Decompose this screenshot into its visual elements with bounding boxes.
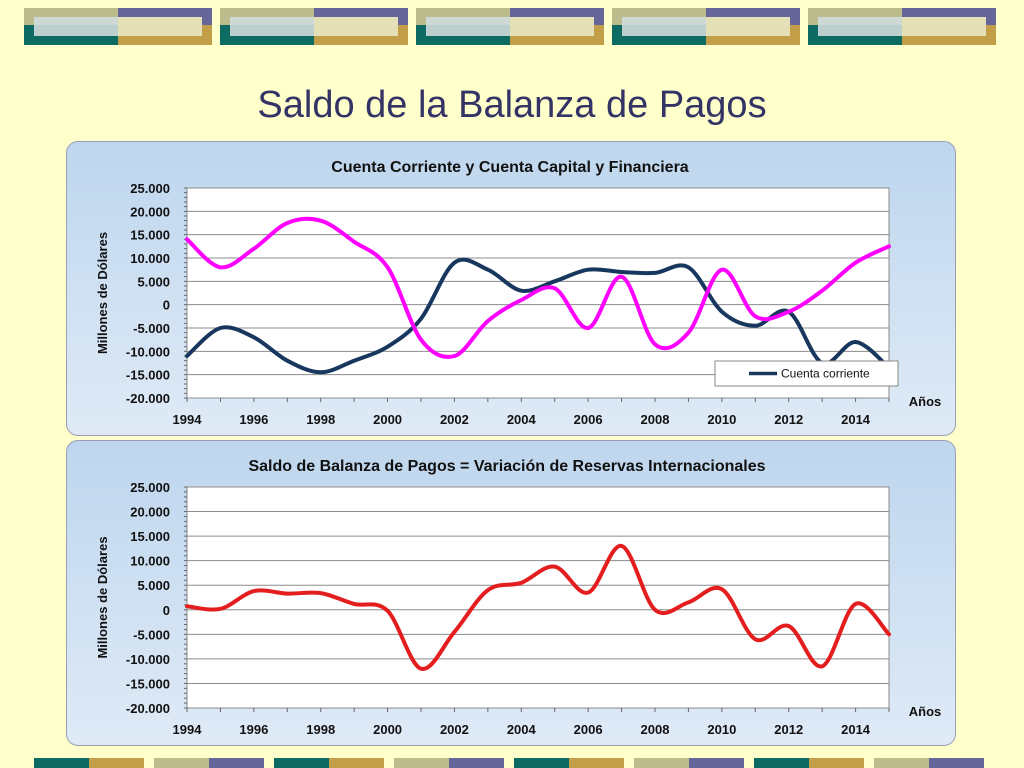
x-tick-label: 2010 [707, 722, 736, 737]
decor-block [394, 758, 504, 768]
y-tick-label: 15.000 [130, 228, 170, 243]
chart-current-account: Cuenta Corriente y Cuenta Capital y Fina… [95, 159, 942, 427]
x-tick-label: 2004 [507, 722, 537, 737]
y-tick-label: 0 [163, 603, 170, 618]
y-tick-label: -20.000 [126, 701, 170, 716]
x-tick-label: 2006 [574, 412, 603, 427]
decor-block [34, 758, 144, 768]
y-tick-label: 25.000 [130, 480, 170, 495]
x-tick-label: 2002 [440, 412, 469, 427]
chart-panel-reserves: Saldo de Balanza de Pagos = Variación de… [66, 440, 956, 746]
x-tick-label: 2002 [440, 722, 469, 737]
y-tick-label: -15.000 [126, 676, 170, 691]
y-tick-label: -5.000 [133, 321, 170, 336]
series-line-0 [185, 257, 891, 375]
top-decorative-banner [24, 8, 996, 45]
x-tick-label: 2008 [641, 412, 670, 427]
y-tick-label: -10.000 [126, 344, 170, 359]
decor-block [874, 758, 984, 768]
x-tick-label: 1998 [306, 722, 335, 737]
legend: Cuenta corriente [714, 360, 899, 387]
chart-title: Saldo de Balanza de Pagos = Variación de… [248, 458, 765, 475]
x-tick-label: 1996 [239, 412, 268, 427]
decor-block [754, 758, 864, 768]
x-tick-label: 2012 [774, 722, 803, 737]
x-tick-label: 2012 [774, 412, 803, 427]
x-tick-label: 1994 [173, 722, 203, 737]
x-tick-label: 1994 [173, 412, 203, 427]
chart-title: Cuenta Corriente y Cuenta Capital y Fina… [331, 159, 689, 176]
x-tick-label: 1996 [239, 722, 268, 737]
decor-block [274, 758, 384, 768]
y-tick-label: 5.000 [137, 578, 170, 593]
y-axis-label: Millones de Dólares [95, 536, 110, 658]
x-tick-label: 2000 [373, 722, 402, 737]
y-axis-label: Millones de Dólares [95, 232, 110, 354]
y-tick-label: 10.000 [130, 554, 170, 569]
y-tick-label: 25.000 [130, 181, 170, 196]
decor-block [24, 8, 212, 45]
y-tick-label: -5.000 [133, 627, 170, 642]
x-tick-label: 2004 [507, 412, 537, 427]
chart-panel-current-account: Cuenta Corriente y Cuenta Capital y Fina… [66, 141, 956, 436]
y-tick-label: 0 [163, 298, 170, 313]
decor-block [634, 758, 744, 768]
x-tick-label: 2000 [373, 412, 402, 427]
x-tick-label: 2014 [841, 412, 871, 427]
y-tick-label: 20.000 [130, 505, 170, 520]
x-axis-label: Años [909, 394, 942, 409]
decor-block [220, 8, 408, 45]
plot-area [186, 486, 890, 709]
y-tick-label: -20.000 [126, 391, 170, 406]
y-tick-label: -15.000 [126, 368, 170, 383]
y-tick-label: 10.000 [130, 251, 170, 266]
x-tick-label: 2008 [641, 722, 670, 737]
x-tick-label: 2010 [707, 412, 736, 427]
decor-block [514, 758, 624, 768]
y-tick-label: 15.000 [130, 529, 170, 544]
decor-block [416, 8, 604, 45]
series-line-1 [185, 216, 891, 359]
bottom-decorative-banner [34, 758, 984, 768]
x-tick-label: 2006 [574, 722, 603, 737]
decor-block [808, 8, 996, 45]
decor-block [154, 758, 264, 768]
x-tick-label: 1998 [306, 412, 335, 427]
series-line-0 [185, 543, 891, 671]
y-tick-label: 20.000 [130, 204, 170, 219]
x-axis-label: Años [909, 704, 942, 719]
legend-entry: Cuenta corriente [781, 367, 870, 381]
slide-title: Saldo de la Balanza de Pagos [257, 84, 767, 126]
y-tick-label: 5.000 [137, 274, 170, 289]
decor-block [612, 8, 800, 45]
chart-reserves-variation: Saldo de Balanza de Pagos = Variación de… [95, 458, 942, 737]
y-tick-label: -10.000 [126, 652, 170, 667]
x-tick-label: 2014 [841, 722, 871, 737]
